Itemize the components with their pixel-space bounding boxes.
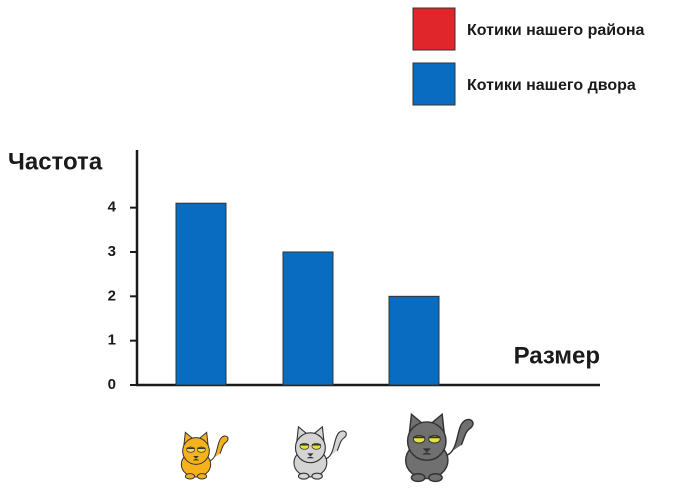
cat-icon [293, 426, 348, 480]
cat-icon [180, 431, 229, 480]
y-tick-label: 4 [108, 199, 117, 216]
x-axis-label: Размер [514, 342, 600, 369]
y-axis-label: Частота [8, 148, 103, 175]
y-tick-label: 1 [108, 332, 116, 349]
legend-label: Котики нашего двора [467, 77, 636, 94]
cat-icon [404, 413, 475, 483]
y-tick-label: 3 [108, 243, 116, 260]
y-tick-label: 0 [108, 376, 116, 393]
legend-swatch [412, 62, 456, 106]
legend-label: Котики нашего района [467, 22, 645, 39]
bar [388, 295, 440, 386]
legend-swatch [412, 7, 456, 51]
bar [175, 202, 227, 386]
bar [282, 251, 334, 386]
y-tick-label: 2 [108, 287, 116, 304]
